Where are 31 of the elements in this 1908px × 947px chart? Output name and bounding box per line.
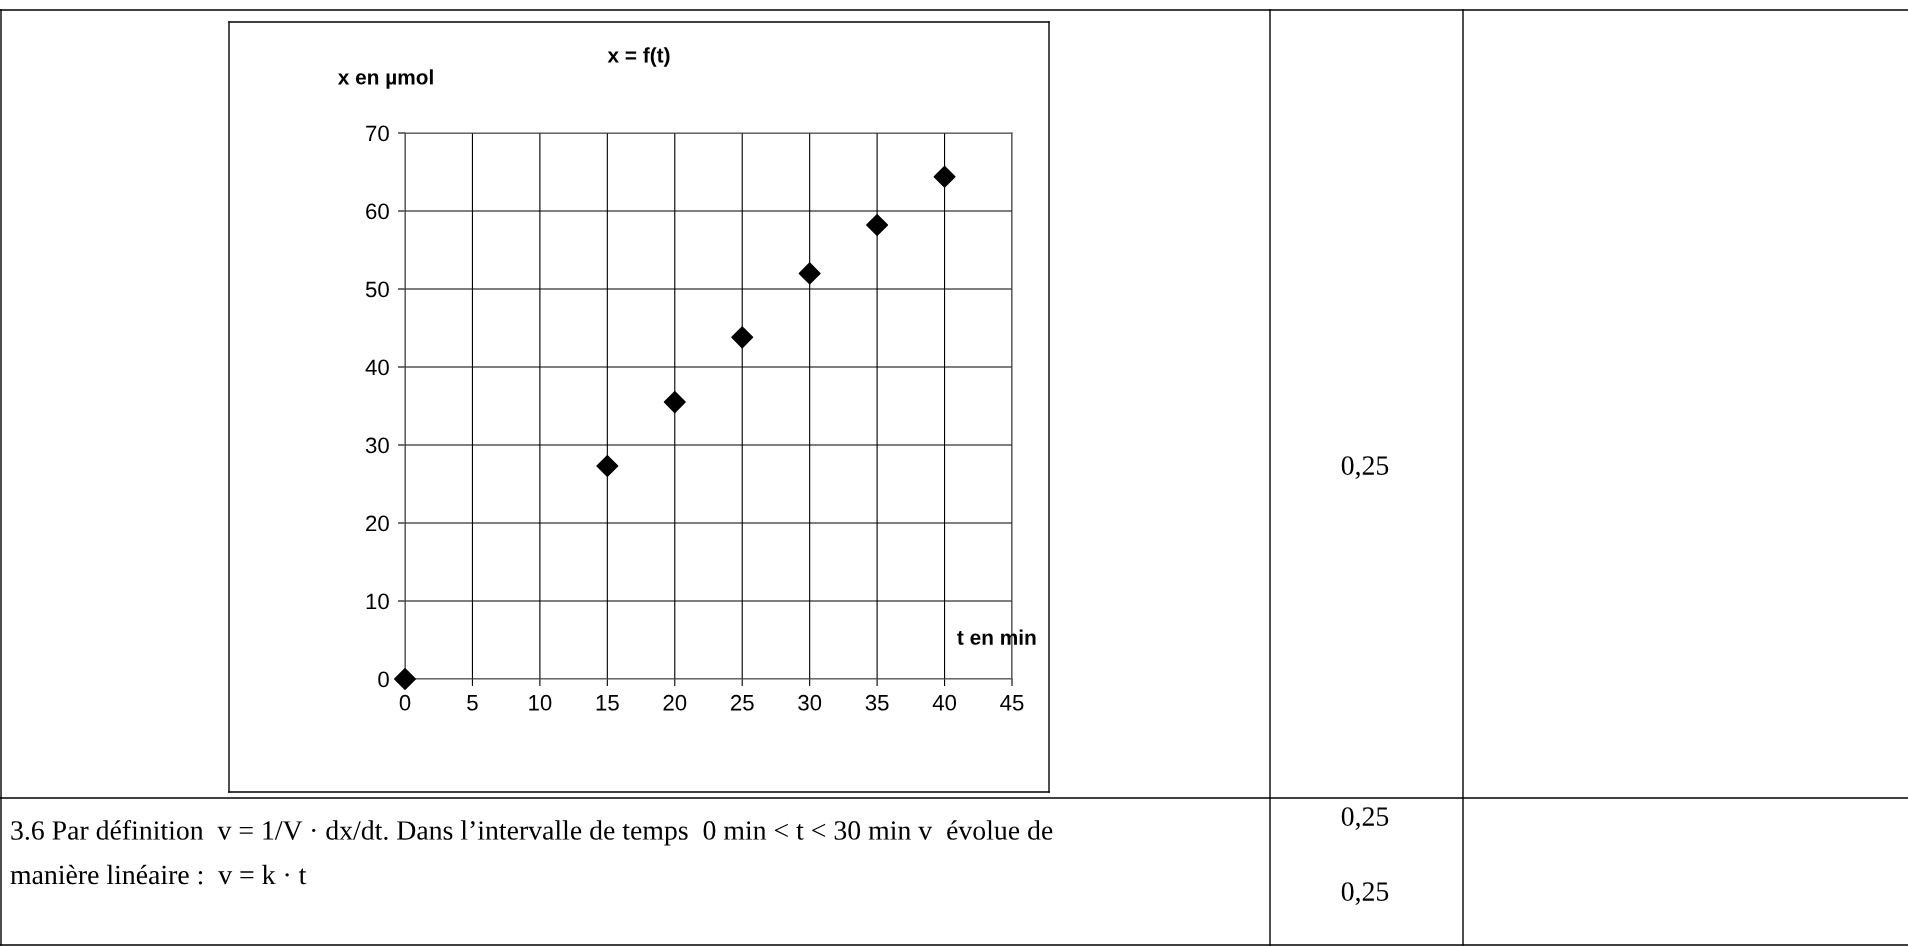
y-tick-label: 10 [366, 593, 389, 610]
point [394, 668, 416, 690]
x-tick-label: 20 [663, 694, 687, 711]
y-tick-label: 60 [366, 203, 389, 220]
y-tick-label: 30 [365, 437, 389, 454]
y-tick-label: 20 [366, 515, 389, 532]
y-tick-label: 40 [365, 359, 389, 376]
x-tick-label: 30 [798, 694, 822, 711]
x-tick-label: 40 [932, 694, 957, 711]
x-tick-label: 35 [865, 694, 889, 711]
y-tick-label: 70 [366, 125, 389, 142]
chart-title: x = f(t) [607, 47, 670, 67]
text: 0,25 [1341, 456, 1389, 479]
y-tick-label: 50 [365, 281, 389, 298]
point [596, 455, 619, 478]
point [731, 326, 754, 349]
x-tick-label: 10 [529, 694, 552, 711]
point [866, 214, 889, 237]
text: 3.6 Par définition v = 1/V · dx/dt. Dans l’intervalle de temps 0 min < t < 30 min v évolue de manière linéaire : v = k · t [10, 820, 1053, 885]
point [798, 262, 821, 285]
x-tick-label: 0 [399, 694, 411, 711]
point [663, 391, 686, 414]
y-tick-label: 0 [378, 671, 389, 688]
x-tick-label: 45 [1000, 695, 1024, 711]
x-tick-label: 15 [596, 695, 619, 711]
text: 0,25 [1341, 807, 1389, 830]
x-tick-label: 5 [467, 695, 478, 711]
x-tick-label: 25 [730, 694, 754, 711]
y-axis-title: x en µmol [337, 69, 433, 89]
point [933, 165, 956, 188]
text: 0,25 [1341, 882, 1389, 905]
